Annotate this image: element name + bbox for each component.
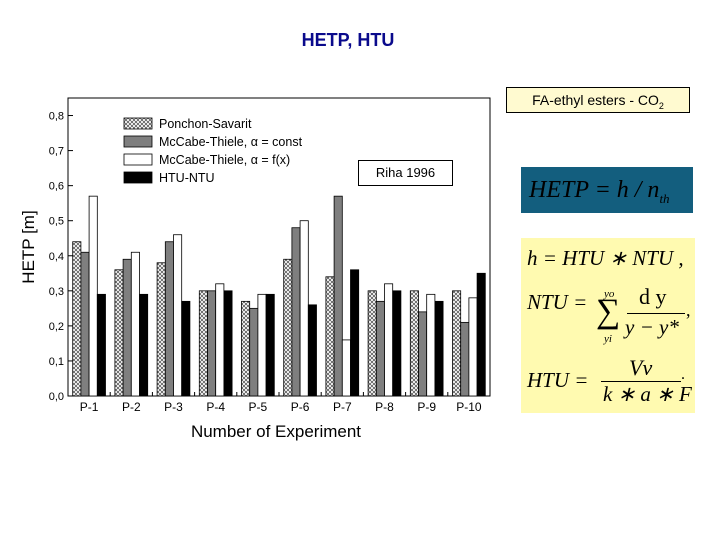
bar-p-2-series-3 — [130, 251, 140, 397]
hetp-formula-subscript: th — [659, 190, 670, 206]
bar-p-5-series-3 — [257, 293, 267, 397]
sum-symbol: ∑ — [596, 293, 621, 330]
bar-p-10-series-1 — [452, 290, 462, 397]
y-tick-label: 0,6 — [49, 181, 64, 193]
x-tick-label: P-10 — [456, 400, 482, 414]
bar-p-5-series-4 — [265, 293, 275, 397]
slide-title: HETP, HTU — [301, 30, 395, 50]
x-tick-label: P-7 — [333, 400, 352, 414]
htu-denominator: k ∗ a ∗ F — [603, 382, 692, 406]
y-tick-label: 0,7 — [49, 146, 64, 158]
x-tick-label: P-1 — [80, 400, 99, 414]
y-tick-label: 0,4 — [49, 251, 64, 263]
hetp-formula: HETP = h / n — [529, 177, 660, 203]
legend-label: McCabe-Thiele, α = f(x) — [159, 153, 290, 167]
legend: Ponchon-Savarit McCabe-Thiele, α = const M… — [123, 117, 303, 185]
h-equation: h = HTU ∗ NTU , — [527, 246, 684, 270]
x-axis: P-1 P-2 P-3 P-4 P-5 P-6 P-7 P-8 P-9 P-10 — [67, 392, 482, 414]
subtitle-subscript: 2 — [658, 100, 664, 111]
legend-label: Ponchon-Savarit — [159, 117, 252, 131]
htu-lhs: HTU = — [527, 368, 589, 392]
bar-p-1-series-1 — [72, 241, 82, 397]
subtitle-box: FA-ethyl esters - CO2 — [506, 87, 690, 113]
htu-period: . — [681, 366, 685, 383]
y-axis-label: HETP [m] — [19, 210, 38, 283]
bar-p-9-series-4 — [434, 300, 444, 397]
bar-p-2-series-1 — [114, 269, 124, 397]
bar-p-1-series-3 — [88, 195, 98, 397]
bar-p-6-series-1 — [283, 258, 293, 397]
bar-p-8-series-3 — [384, 283, 394, 397]
bar-p-5-series-2 — [249, 307, 259, 397]
bar-p-2-series-2 — [122, 258, 132, 397]
equations-box: h = HTU ∗ NTU , NTU = ∑ yo yi d y y − y*… — [521, 238, 695, 413]
bar-p-8-series-4 — [392, 290, 402, 397]
bar-p-7-series-3 — [341, 339, 351, 397]
x-tick-label: P-5 — [249, 400, 268, 414]
bar-p-9-series-1 — [409, 290, 419, 397]
legend-swatch — [123, 117, 153, 130]
bar-p-10-series-4 — [476, 272, 486, 397]
bar-p-1-series-4 — [96, 293, 106, 397]
bar-p-8-series-2 — [375, 300, 385, 397]
y-tick-label: 0,2 — [49, 321, 64, 333]
ntu-fraction-bar — [627, 313, 685, 314]
y-tick-label: 0,3 — [49, 286, 64, 298]
y-tick-label: 0,1 — [49, 356, 64, 368]
bar-p-7-series-1 — [325, 276, 335, 397]
subtitle-text: FA-ethyl esters - CO — [532, 92, 659, 108]
bar-p-9-series-2 — [418, 311, 428, 397]
bar-p-10-series-3 — [468, 297, 478, 397]
x-tick-label: P-2 — [122, 400, 141, 414]
sum-upper-limit: yo — [604, 288, 615, 300]
bar-p-3-series-2 — [164, 241, 174, 397]
bar-p-3-series-1 — [156, 262, 166, 397]
bar-p-3-series-3 — [173, 234, 183, 397]
hetp-bar-chart: 0,0 0,1 0,2 0,3 0,4 0,5 0,6 0,7 0,8 P-1 P-2 P-3 P-4… — [0, 90, 500, 450]
bar-p-6-series-2 — [291, 227, 301, 397]
source-note: Riha 1996 — [358, 160, 453, 186]
y-tick-label: 0,8 — [49, 111, 64, 123]
chart-svg: 0,0 0,1 0,2 0,3 0,4 0,5 0,6 0,7 0,8 P-1 P-2 P-3 P-4… — [19, 97, 491, 441]
legend-label: McCabe-Thiele, α = const — [159, 135, 303, 149]
bar-p-3-series-4 — [181, 300, 191, 397]
sum-lower-limit: yi — [604, 333, 612, 345]
legend-label: HTU-NTU — [159, 171, 215, 185]
bar-p-1-series-2 — [80, 251, 90, 397]
y-axis: 0,0 0,1 0,2 0,3 0,4 0,5 0,6 0,7 0,8 — [49, 111, 73, 403]
bar-p-4-series-2 — [207, 290, 217, 397]
bar-p-4-series-3 — [215, 283, 225, 397]
ntu-denominator: y − y* — [625, 315, 679, 339]
bar-p-2-series-4 — [139, 293, 149, 397]
ntu-numerator: d y — [639, 284, 667, 309]
x-tick-label: P-6 — [291, 400, 310, 414]
x-tick-label: P-4 — [206, 400, 225, 414]
bar-p-5-series-1 — [241, 300, 251, 397]
bar-p-4-series-4 — [223, 290, 233, 397]
y-tick-label: 0,0 — [49, 391, 64, 403]
bar-p-6-series-3 — [299, 220, 309, 397]
hetp-formula-box: HETP = h / nth — [521, 167, 693, 213]
legend-swatch — [123, 153, 153, 166]
bar-p-10-series-2 — [460, 321, 470, 397]
x-tick-label: P-9 — [417, 400, 436, 414]
legend-swatch — [123, 135, 153, 148]
bar-p-8-series-1 — [367, 290, 377, 397]
x-axis-label: Number of Experiment — [191, 422, 361, 441]
ntu-lhs: NTU = — [527, 290, 588, 314]
bar-p-9-series-3 — [426, 293, 436, 397]
bar-p-7-series-4 — [350, 269, 360, 397]
x-tick-label: P-8 — [375, 400, 394, 414]
htu-numerator: Vv — [629, 355, 653, 380]
y-tick-label: 0,5 — [49, 216, 64, 228]
ntu-comma: , — [686, 300, 691, 320]
htu-fraction-bar — [601, 381, 681, 382]
bar-p-7-series-2 — [333, 195, 343, 397]
bar-p-6-series-4 — [307, 304, 317, 397]
x-tick-label: P-3 — [164, 400, 183, 414]
legend-swatch — [123, 171, 153, 184]
bars-group — [72, 195, 486, 397]
bar-p-4-series-1 — [198, 290, 208, 397]
